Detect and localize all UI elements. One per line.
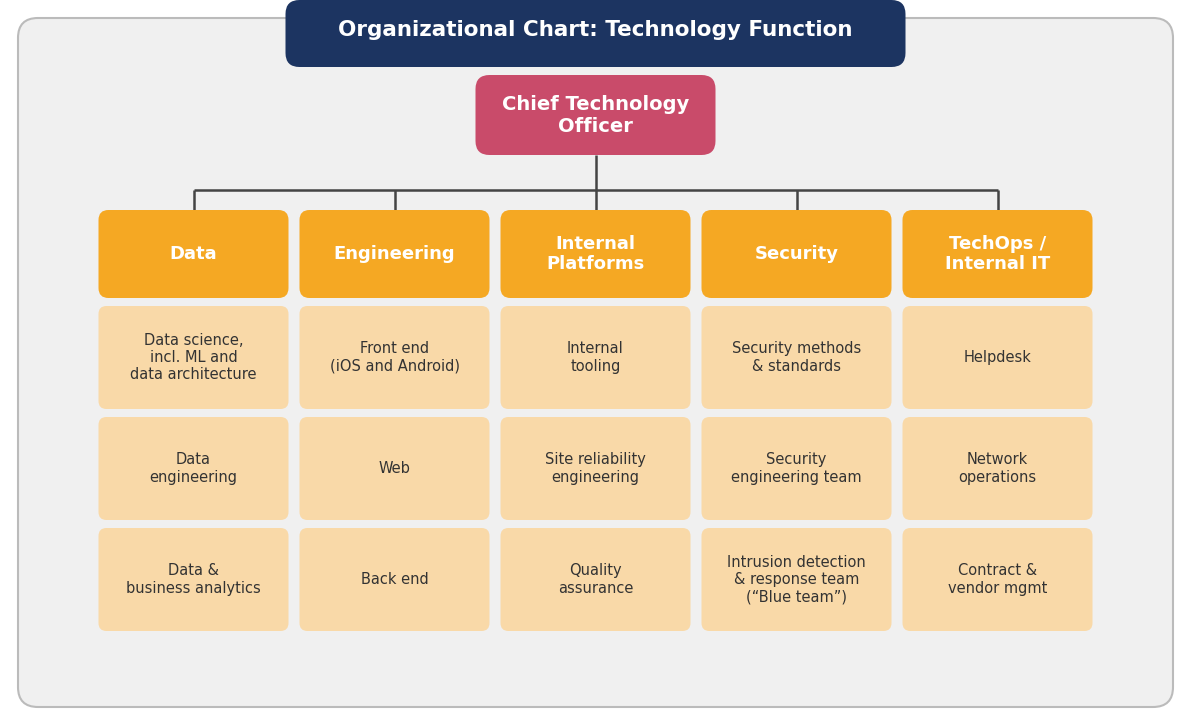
FancyBboxPatch shape — [701, 528, 892, 631]
Text: Front end
(iOS and Android): Front end (iOS and Android) — [330, 341, 460, 373]
Text: Chief Technology
Officer: Chief Technology Officer — [501, 94, 690, 136]
Text: Data: Data — [169, 245, 217, 263]
Text: Security methods
& standards: Security methods & standards — [732, 341, 861, 373]
FancyBboxPatch shape — [500, 417, 691, 520]
FancyBboxPatch shape — [500, 528, 691, 631]
FancyBboxPatch shape — [18, 18, 1173, 707]
FancyBboxPatch shape — [903, 528, 1092, 631]
Text: Quality
assurance: Quality assurance — [557, 563, 634, 596]
FancyBboxPatch shape — [903, 417, 1092, 520]
Text: Helpdesk: Helpdesk — [964, 350, 1031, 365]
Text: Web: Web — [379, 461, 411, 476]
Text: Engineering: Engineering — [333, 245, 455, 263]
Text: Back end: Back end — [361, 572, 429, 587]
FancyBboxPatch shape — [299, 210, 490, 298]
FancyBboxPatch shape — [99, 210, 288, 298]
FancyBboxPatch shape — [903, 306, 1092, 409]
Text: Network
operations: Network operations — [959, 452, 1036, 485]
FancyBboxPatch shape — [701, 306, 892, 409]
FancyBboxPatch shape — [500, 306, 691, 409]
Text: Contract &
vendor mgmt: Contract & vendor mgmt — [948, 563, 1047, 596]
Text: Internal
tooling: Internal tooling — [567, 341, 624, 373]
Text: Intrusion detection
& response team
(“Blue team”): Intrusion detection & response team (“Bl… — [728, 555, 866, 605]
Text: Data &
business analytics: Data & business analytics — [126, 563, 261, 596]
FancyBboxPatch shape — [286, 0, 905, 67]
Text: Internal
Platforms: Internal Platforms — [547, 235, 644, 273]
Text: Security
engineering team: Security engineering team — [731, 452, 862, 485]
FancyBboxPatch shape — [299, 306, 490, 409]
Text: TechOps /
Internal IT: TechOps / Internal IT — [944, 235, 1050, 273]
Text: Data
engineering: Data engineering — [150, 452, 237, 485]
FancyBboxPatch shape — [903, 210, 1092, 298]
FancyBboxPatch shape — [299, 528, 490, 631]
FancyBboxPatch shape — [475, 75, 716, 155]
FancyBboxPatch shape — [99, 306, 288, 409]
Text: Organizational Chart: Technology Function: Organizational Chart: Technology Functio… — [338, 20, 853, 40]
FancyBboxPatch shape — [299, 417, 490, 520]
FancyBboxPatch shape — [99, 417, 288, 520]
Text: Site reliability
engineering: Site reliability engineering — [545, 452, 646, 485]
FancyBboxPatch shape — [701, 210, 892, 298]
Text: Data science,
incl. ML and
data architecture: Data science, incl. ML and data architec… — [130, 333, 257, 382]
Text: Security: Security — [755, 245, 838, 263]
FancyBboxPatch shape — [99, 528, 288, 631]
FancyBboxPatch shape — [500, 210, 691, 298]
FancyBboxPatch shape — [701, 417, 892, 520]
